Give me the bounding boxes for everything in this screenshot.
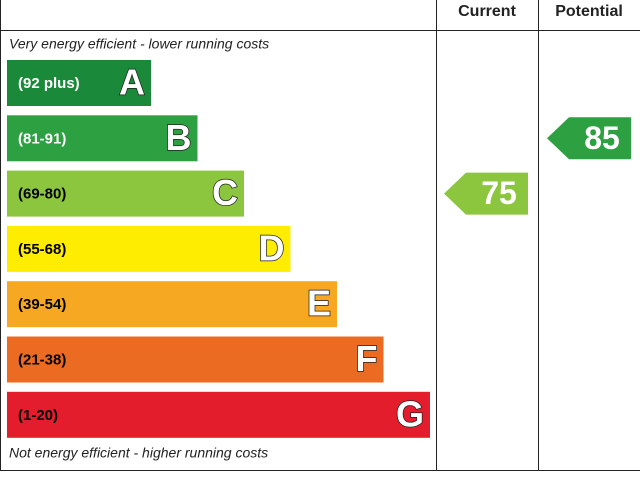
top-label: Very energy efficient - lower running co…	[9, 36, 269, 52]
band	[7, 60, 151, 106]
band-range: (81-91)	[18, 130, 66, 147]
column-header: Potential	[555, 3, 623, 20]
band-range: (69-80)	[18, 186, 66, 203]
band-letter: B	[166, 117, 192, 158]
band-range: (55-68)	[18, 241, 66, 258]
band	[7, 225, 291, 272]
rating-value: 85	[584, 120, 620, 156]
band-letter: D	[259, 227, 285, 268]
column-header: Current	[458, 3, 516, 20]
band-letter: F	[356, 338, 378, 379]
bottom-label: Not energy efficient - higher running co…	[9, 445, 268, 461]
band-range: (21-38)	[18, 351, 66, 368]
band-range: (92 plus)	[18, 75, 80, 92]
band	[7, 281, 337, 328]
band-letter: G	[396, 393, 424, 434]
band	[7, 115, 198, 162]
band	[7, 170, 244, 217]
band	[7, 336, 384, 383]
band	[7, 391, 430, 438]
band-range: (1-20)	[18, 407, 58, 424]
rating-arrow	[444, 172, 528, 215]
band-range: (39-54)	[18, 296, 66, 313]
band-letter: C	[212, 172, 238, 213]
band-letter: A	[119, 62, 145, 103]
rating-value: 75	[481, 175, 517, 211]
band-letter: E	[307, 283, 331, 324]
rating-arrow	[547, 117, 631, 160]
